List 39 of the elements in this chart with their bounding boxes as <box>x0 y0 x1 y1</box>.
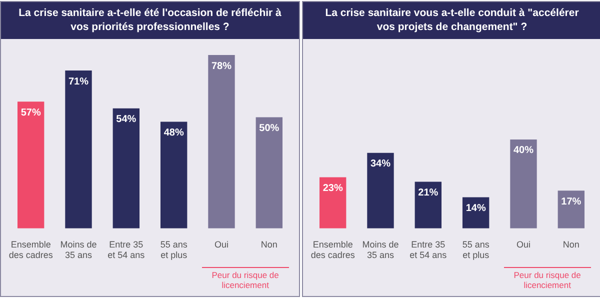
bar <box>319 177 346 228</box>
bar <box>160 122 188 228</box>
data-label: 40% <box>513 145 534 156</box>
bar <box>510 139 537 228</box>
bar <box>208 55 235 228</box>
bar <box>17 102 44 228</box>
data-label: 50% <box>259 122 280 134</box>
bar <box>414 182 442 228</box>
x-tick-label: Non <box>562 239 580 250</box>
bar <box>256 117 283 228</box>
x-tick-label: 55 ans et plus <box>462 239 490 260</box>
x-tick-label: Moins de 35 ans <box>362 239 399 260</box>
x-tick-label: Oui <box>214 239 229 250</box>
data-label: 57% <box>20 107 41 118</box>
data-label: 54% <box>116 114 136 126</box>
data-label: 17% <box>561 196 582 208</box>
bar <box>558 190 585 228</box>
x-tick-label: Ensemble des cadres <box>8 239 54 260</box>
data-label: 23% <box>322 183 343 194</box>
data-label: 21% <box>418 187 438 198</box>
chart-title: La crise sanitaire a-t-elle été l'occasion de réfléchir à vos priorités professionnelles ? <box>1 2 299 39</box>
x-tick-label: Ensemble des cadres <box>310 239 356 260</box>
x-tick-label: Oui <box>516 239 531 250</box>
x-tick-label: Entre 35 et 54 ans <box>108 239 146 260</box>
x-tick-label: Moins de 35 ans <box>60 239 97 260</box>
x-tick-label: 55 ans et plus <box>160 239 188 260</box>
data-label: 14% <box>466 203 486 214</box>
bar <box>65 70 92 228</box>
data-label: 34% <box>370 158 391 170</box>
text: Peur du risque de licenciement <box>514 270 582 291</box>
data-label: 48% <box>164 127 184 138</box>
text: Peur du risque de licenciement <box>212 270 280 291</box>
x-tick-label: Entre 35 et 54 ans <box>410 239 448 260</box>
x-tick-label: Non <box>260 239 278 250</box>
bar <box>112 108 140 228</box>
bar <box>367 152 394 228</box>
chart-title: La crise sanitaire vous a-t-elle conduit à "accélérer vos projets de changement" ? <box>303 2 600 39</box>
data-label: 78% <box>211 60 232 72</box>
data-label: 71% <box>68 76 89 88</box>
